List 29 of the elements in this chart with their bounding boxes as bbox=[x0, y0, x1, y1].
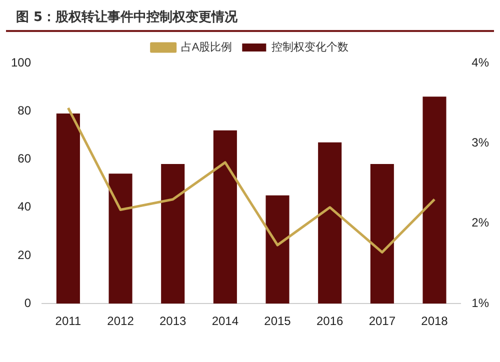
bar bbox=[318, 142, 342, 304]
x-tick-label: 2017 bbox=[368, 314, 396, 328]
x-tick-label: 2011 bbox=[55, 314, 82, 328]
y2-tick-label: 3% bbox=[472, 136, 490, 150]
x-tick-label: 2012 bbox=[107, 314, 134, 328]
y-tick-label: 100 bbox=[10, 55, 32, 70]
bar bbox=[108, 174, 132, 304]
x-tick-label: 2014 bbox=[212, 314, 239, 328]
y2-tick-label: 2% bbox=[472, 216, 490, 230]
x-tick-label: 2018 bbox=[421, 314, 448, 328]
y-tick-label: 60 bbox=[18, 152, 32, 166]
chart-title: 图 5：股权转让事件中控制权变更情况 bbox=[6, 0, 494, 32]
bar bbox=[422, 96, 446, 304]
bar bbox=[56, 114, 80, 304]
bar bbox=[266, 195, 290, 304]
legend-label: 占A股比例 bbox=[180, 40, 232, 54]
y-tick-label: 40 bbox=[18, 200, 32, 214]
bar bbox=[161, 164, 185, 304]
y2-tick-label: 1% bbox=[472, 296, 490, 310]
bar bbox=[213, 130, 237, 304]
x-tick-label: 2015 bbox=[264, 314, 292, 328]
y-tick-label: 80 bbox=[18, 103, 32, 118]
legend-label: 控制权变化个数 bbox=[272, 40, 349, 54]
y-tick-label: 20 bbox=[18, 248, 32, 262]
y2-tick-label: 4% bbox=[472, 55, 490, 70]
x-tick-label: 2013 bbox=[159, 314, 187, 328]
bar bbox=[370, 164, 394, 304]
y-tick-label: 0 bbox=[24, 296, 32, 310]
x-tick-label: 2016 bbox=[316, 314, 344, 328]
